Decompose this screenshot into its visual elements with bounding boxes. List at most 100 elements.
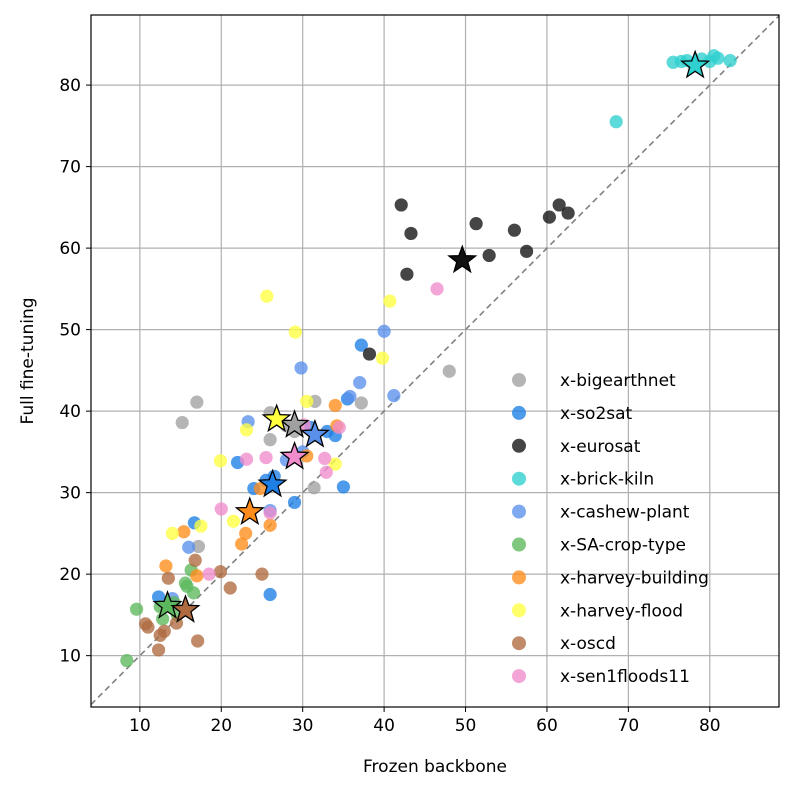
data-point (482, 248, 496, 263)
data-point (161, 571, 175, 585)
data-point (159, 559, 173, 573)
data-point (202, 567, 216, 581)
legend-marker (512, 405, 526, 420)
mean-star-marker (279, 440, 310, 470)
y-tick-label: 80 (59, 76, 81, 96)
legend-label: x-eurosat (560, 437, 641, 457)
data-point (609, 115, 623, 129)
data-point (223, 581, 237, 595)
mean-star-marker (261, 403, 292, 433)
data-point (469, 217, 483, 231)
legend-label: x-harvey-flood (560, 601, 683, 621)
data-point (194, 519, 208, 533)
data-point (353, 375, 367, 390)
legend-marker (512, 537, 526, 552)
data-point (542, 210, 556, 224)
grid-lines (91, 15, 779, 707)
data-point (387, 389, 401, 403)
data-point (190, 569, 204, 583)
data-point (151, 590, 166, 604)
data-point (175, 415, 189, 430)
y-tick-label: 40 (59, 402, 81, 422)
identity-diagonal-line (90, 15, 780, 706)
data-point (328, 457, 342, 471)
legend-marker (512, 570, 526, 585)
data-point (354, 396, 368, 410)
y-tick-label: 50 (59, 321, 81, 341)
data-point (300, 394, 314, 408)
data-point (332, 420, 346, 435)
x-tick-label: 80 (699, 716, 721, 736)
legend-label: x-harvey-building (560, 568, 709, 588)
data-point (336, 480, 351, 494)
legend-label: x-cashew-plant (560, 503, 690, 523)
y-tick-label: 70 (59, 158, 81, 178)
x-tick-label: 70 (618, 716, 640, 736)
data-point (191, 634, 205, 648)
data-point (151, 643, 166, 657)
data-point (343, 389, 357, 404)
legend-marker (512, 669, 526, 684)
data-point (177, 525, 191, 539)
data-point (263, 506, 277, 520)
data-point (263, 433, 277, 447)
data-point (263, 587, 277, 602)
data-point (400, 267, 414, 281)
data-point (213, 565, 228, 579)
x-tick-label: 30 (292, 716, 314, 736)
x-axis-label: Frozen backbone (363, 757, 507, 777)
legend-marker (512, 636, 526, 651)
data-point (561, 206, 575, 220)
data-point (377, 324, 391, 338)
mean-star-marker (234, 496, 265, 526)
data-point (255, 567, 269, 581)
data-point (186, 586, 201, 600)
data-point (394, 198, 408, 212)
mean-star-marker (680, 49, 711, 79)
data-point (723, 54, 737, 68)
data-point (214, 502, 228, 516)
legend-label: x-sen1floods11 (560, 667, 690, 687)
x-tick-label: 40 (373, 716, 395, 736)
data-point (239, 526, 253, 540)
data-point (375, 351, 390, 365)
legend-marker (512, 471, 526, 486)
mean-star-marker (447, 244, 478, 274)
mean-star-marker (257, 468, 288, 498)
y-tick-label: 10 (59, 647, 81, 667)
data-point (191, 539, 206, 554)
data-point (519, 244, 534, 258)
data-point (404, 226, 418, 241)
y-axis-label: Full fine-tuning (18, 297, 38, 424)
data-point (307, 481, 321, 495)
data-point (507, 223, 521, 237)
data-point (259, 450, 273, 465)
mean-star-marker (279, 409, 310, 438)
data-point (318, 451, 332, 466)
legend-label: x-so2sat (560, 404, 633, 424)
data-point (552, 198, 566, 212)
legend-label: x-oscd (560, 634, 616, 654)
data-point (287, 495, 302, 510)
x-tick-label: 50 (455, 716, 477, 736)
data-point (362, 347, 377, 361)
data-point (253, 481, 267, 496)
data-point (165, 526, 180, 540)
y-tick-label: 30 (59, 484, 81, 504)
legend-marker (512, 373, 526, 387)
data-point (120, 653, 134, 668)
data-point (442, 364, 456, 378)
data-point (213, 454, 228, 468)
data-point (319, 465, 333, 479)
legend-label: x-brick-kiln (560, 470, 654, 490)
data-point (182, 540, 196, 554)
x-tick-label: 20 (210, 716, 232, 736)
plot-frame (90, 14, 780, 708)
axis-ticks: 10 20 30 40 50 60 70 80 10 20 30 40 50 60 70 80 (59, 76, 720, 736)
data-point (707, 49, 721, 63)
x-tick-label: 60 (536, 716, 558, 736)
legend-label: x-SA-crop-type (560, 536, 686, 556)
data-point (430, 282, 444, 296)
data-point (354, 338, 368, 352)
data-point (226, 514, 241, 528)
